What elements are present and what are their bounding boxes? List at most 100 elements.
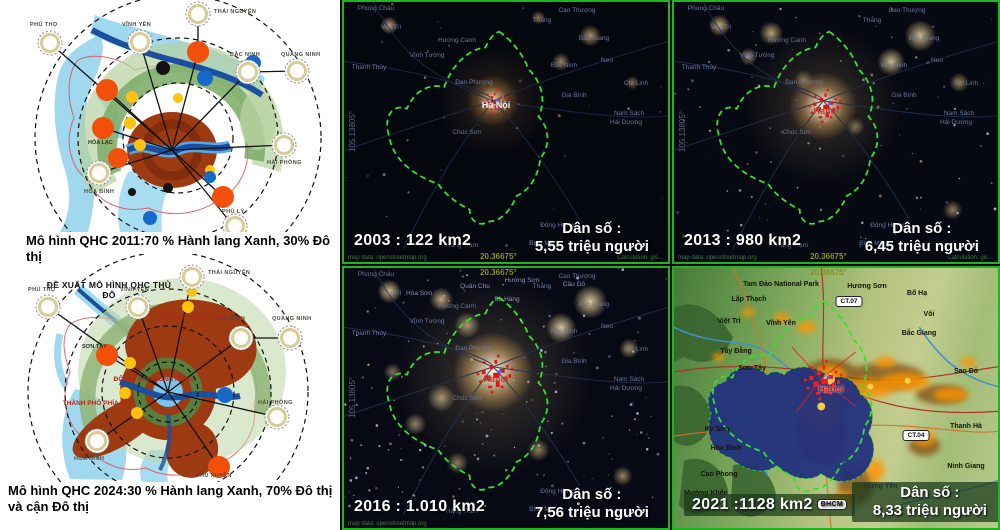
map-place-label: Phong Châu [357,5,395,12]
calculation-text: Calculation: gis… [947,255,994,261]
population-label: Dân số : [562,486,622,503]
night-map-2013 [674,2,998,250]
map-place-label: Việt Trì [380,290,402,297]
ring-city-label: VĨNH YÊN [120,287,150,293]
map-place-label: Chí Linh [623,80,649,87]
year-area-text: 2021 :1128 km2 ĐHCM [684,494,855,516]
map-place-label: Đan Phượng [785,79,823,86]
map-place-label: Nam Sách [613,376,645,383]
map-place-label: Chúc Sơn [452,395,482,402]
map-place-label: Nam Sách [943,110,975,117]
ring-city-label: VĨNH YÊN [122,22,152,28]
phu-xuyen-dot [208,456,230,478]
map-place-label: Neo [931,57,943,64]
calculation-text: Calculation: gis… [617,255,664,261]
population-label: Dân số : [562,220,622,237]
map-place-label: Chí Linh [623,346,649,353]
site-label-hoa-lac: HÒA LẠC [88,140,113,146]
map-place-label: Hải Dương [609,119,643,126]
eco-town-dots-2 [119,287,197,419]
population-text: Dân số : 6,45 triệu người [852,220,991,256]
map-place-label: Chúc Sơn [452,129,482,136]
zone-label-north-city: THÀNH PHỐ PHÍA BẮC [157,314,229,321]
son-tay-dot [96,344,118,366]
map-place-label: Tam Đảo National Park [743,281,819,288]
place-labels-layer: Phong Châu Việt Trì Cao Thượng Thắng Bắc Gia… [344,268,668,528]
night-map-2016 [344,268,668,516]
diagram2-title: ĐỀ XUẤT MÔ HÌNH QHC THỦ ĐÔ [46,280,172,300]
map-place-label: Hàng Trạm [445,508,479,515]
map-panel-2021: Tam Đảo National Park Lập Thạch Hương Sơn B… [672,266,1000,530]
qhc-2011-diagram: PHÚ THỌ VĨNH YÊN THÁI NGUYÊN BẮC NINH QU… [0,0,340,232]
map-place-label: Hàng Trạm [445,242,479,249]
map-place-label: Vĩnh Tường [739,52,775,59]
industry-dot-2 [217,387,233,403]
map-place-label: Neo [601,323,613,330]
ring-city-label: PHÚ THỌ [28,287,56,293]
map-place-label: Lập Thạch [731,296,767,303]
satellite-map-grid: Phong Châu Việt Trì Cao Thượng Thắng Bắc Gia… [340,0,1000,530]
city-label: Hà Nội [481,100,511,110]
place-labels-layer: Phong Châu Việt Trì Cao Thượng Thắng Bắc Gia… [344,2,668,262]
map-place-label: Thanh Thủy [681,64,717,71]
city-label: Hanoi [813,106,839,116]
road-badge-ct04: CT.04 [902,430,930,441]
map-place-label: Chí Linh [953,80,979,87]
caption-qhc-2024: Mô hình QHC 2024:30 % Hành lang Xanh, 70… [0,483,346,516]
night-map-2003 [344,2,668,250]
map-place-label: Đan Phượng [455,345,493,352]
population-label: Dân số : [892,220,952,237]
map-place-label: Hòa Bình [710,445,742,452]
caption-qhc-2024-line1: Mô hình QHC 2024:30 % Hành lang Xanh, 70… [8,483,333,498]
map-place-label: Bình Mỹ [859,240,883,247]
map-place-label: Vĩnh Tường [409,318,445,325]
urban-core-cluster [808,88,842,124]
map-credit-text: map data: openstreetmap.org [348,521,427,527]
planned-urban-overlay [708,366,874,482]
map-place-label: Bình Mỹ [529,506,553,513]
population-value: 8,33 triệu người [872,502,987,519]
map-place-label: Bắc Giang [901,330,937,337]
map-place-label: Hương Canh [768,37,806,44]
map-place-label: Quân Chu [460,283,490,290]
map-place-label: Đông Hưng [540,488,574,495]
map-place-label: Nam Sách [613,110,645,117]
map-place-label: Chúc Sơn [782,129,812,136]
ring-city-circles [37,1,310,232]
map-place-label: Vĩnh Tường [409,52,445,59]
map-place-label: Kỳ Sơn [704,426,730,433]
map-place-label: Hương Sơn [504,277,540,284]
ring-city-label: PHÚ THỌ [30,22,58,28]
city-label: Hanoi [818,384,844,394]
year-area-text: 2016 : 1.010 km2 [354,498,486,515]
map-place-label: Mường Khến [684,490,728,497]
map-place-label: Tây Đằng [720,348,752,355]
map-place-label: Cầu Gồ [562,281,586,288]
ring-city-label: BẮC NINH [230,52,261,58]
latitude-text: 20.36675° [480,252,517,261]
ring-city-label: PHÚ XUYÊN [196,473,232,479]
hanoi-boundary-outline [716,30,879,225]
road-badge-ct07: CT.07 [835,296,863,307]
ring-city-label: PHỦ LÝ [222,209,245,215]
map-place-label: Bắc Giang [578,35,610,42]
map-credit-text: map data: openstreetmap.org [348,255,427,261]
qhc-2011-diagram-drawing [34,0,322,232]
year-area-text: 2003 : 122 km2 [354,232,472,249]
map-place-label: Vôi [923,311,935,318]
qhc-2024-diagram: ĐỀ XUẤT MÔ HÌNH QHC THỦ ĐÔ PHÚ THỌ VĨNH … [0,254,340,482]
map-place-label: Sơn Tây [738,365,766,372]
satellite-city-dots [92,41,234,208]
map-place-label: Hương Sơn [847,283,887,290]
population-value: 6,45 triệu người [864,238,979,255]
population-label: Dân số : [900,484,960,501]
place-labels-layer: Tam Đảo National Park Lập Thạch Hương Sơn B… [674,268,998,528]
road-badge-dhcm: ĐHCM [816,499,847,511]
map-place-label: Thắng [532,283,552,290]
place-labels-layer: Phong Châu Việt Trì Cao Thượng Thắng Bắc Gia… [674,2,998,262]
map-place-label: Gia Bình [891,92,917,99]
map-place-label: Bắc Giang [908,35,940,42]
zone-label-west-city: THÀNH PHỐ PHÍA TÂY [62,400,134,407]
map-place-label: Cao Thượng [888,7,926,14]
